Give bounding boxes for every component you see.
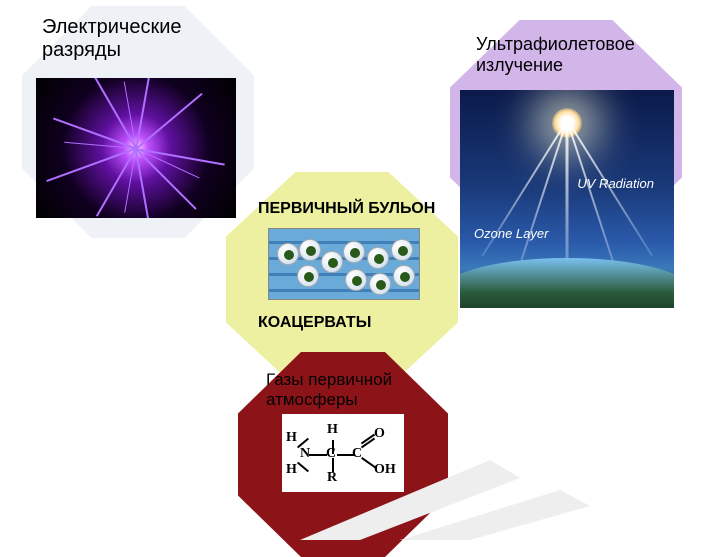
atom-R: R bbox=[327, 470, 337, 486]
coacervate-droplet bbox=[343, 241, 365, 263]
label-coacervates: КОАЦЕРВАТЫ bbox=[258, 314, 371, 332]
atom-N: N bbox=[300, 446, 310, 462]
ozone-layer-text: Ozone Layer bbox=[474, 226, 548, 241]
coacervate-droplet bbox=[369, 273, 391, 295]
coacervate-droplet bbox=[345, 269, 367, 291]
atom-O1: O bbox=[374, 426, 385, 442]
coacervate-droplet bbox=[321, 251, 343, 273]
label-uv: Ультрафиолетовое излучение bbox=[476, 34, 666, 75]
atom-C1: C bbox=[326, 446, 336, 462]
atom-OH: OH bbox=[374, 462, 396, 478]
label-electric: Электрические разряды bbox=[42, 16, 232, 62]
atom-H2: H bbox=[286, 462, 297, 478]
coacervate-droplet bbox=[393, 265, 415, 287]
uv-radiation-text: UV Radiation bbox=[577, 176, 654, 191]
image-primordial-soup bbox=[268, 228, 420, 300]
coacervate-droplet bbox=[367, 247, 389, 269]
image-uv-radiation: UV Radiation Ozone Layer bbox=[460, 90, 674, 308]
coacervate-droplet bbox=[297, 265, 319, 287]
coacervate-droplet bbox=[391, 239, 413, 261]
image-electric-discharge bbox=[36, 78, 236, 218]
coacervate-droplet bbox=[277, 243, 299, 265]
atom-C2: C bbox=[352, 446, 362, 462]
image-amino-acid-molecule: H H N H C R C O OH bbox=[282, 414, 404, 492]
atom-H1: H bbox=[286, 430, 297, 446]
atom-H3: H bbox=[327, 422, 338, 438]
label-soup: ПЕРВИЧНЫЙ БУЛЬОН bbox=[258, 200, 435, 218]
coacervate-droplet bbox=[299, 239, 321, 261]
label-gases: Газы первичной атмосферы bbox=[266, 370, 426, 409]
